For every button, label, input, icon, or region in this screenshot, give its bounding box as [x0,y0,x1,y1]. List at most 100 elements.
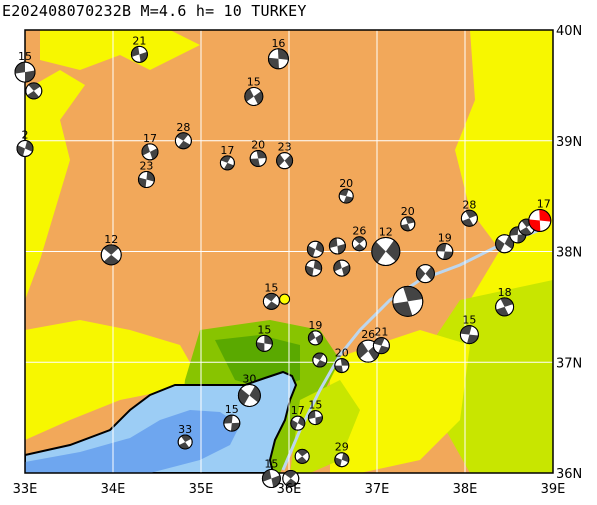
depth-label: 23 [139,160,153,173]
latitude-label: 40N [556,24,582,39]
focal-mechanism-ball [400,216,416,232]
focal-mechanism-ball [25,82,43,100]
focal-mechanism-ball [294,448,310,464]
focal-mechanism-ball [249,149,267,167]
depth-label: 15 [257,323,271,336]
depth-label: 23 [278,141,292,154]
depth-label: 15 [308,399,322,412]
depth-label: 12 [104,233,118,246]
longitude-label: 37E [365,482,390,497]
fault-trace [281,228,541,471]
focal-mechanism-ball [334,358,350,374]
longitude-label: 36E [277,482,302,497]
map-title: E202408070232B M=4.6 h= 10 TURKEY [2,2,307,20]
focal-mechanism-ball [415,264,435,284]
depth-label: 19 [308,319,322,332]
focal-mechanism-ball [351,236,367,252]
focal-mechanism-ball [16,140,34,158]
focal-mechanism-ball [436,243,454,260]
focal-mechanism-ball [276,152,294,170]
focal-mechanism-ball [219,155,235,171]
depth-label: 15 [264,281,278,294]
depth-label: 26 [352,225,366,238]
focal-mechanism-ball [307,330,323,346]
focal-mechanism-ball [371,237,401,266]
depth-label: 19 [438,232,452,245]
focal-mechanism-ball [306,240,324,258]
depth-label: 15 [247,75,261,88]
focal-mechanism-ball [237,383,261,407]
depth-label: 28 [462,198,476,211]
longitude-label: 34E [101,482,126,497]
focal-mechanism-ball [137,171,155,189]
focal-mechanism-ball [100,244,122,266]
focal-mechanism-ball [334,452,350,468]
depth-label: 20 [251,138,265,151]
depth-label: 30 [242,372,256,385]
focal-mechanism-ball [290,415,306,431]
depth-label: 21 [374,326,388,339]
depth-label: 20 [339,177,353,190]
depth-label: 15 [225,403,239,416]
focal-mechanism-ball [174,132,192,150]
focal-mechanism-ball [262,292,280,310]
latitude-label: 38N [556,246,582,261]
latitude-label: 37N [556,356,582,371]
focal-mechanism-ball [312,352,328,368]
depth-label: 20 [335,347,349,360]
depth-label: 20 [401,205,415,218]
latitude-label: 36N [556,467,582,482]
focal-mechanism-ball [307,410,323,426]
depth-label: 29 [335,441,349,454]
longitude-label: 35E [189,482,214,497]
focal-mechanism-ball [328,237,346,255]
epicenter-marker [279,293,291,305]
depth-label: 15 [18,50,32,63]
focal-mechanism-ball [459,325,479,345]
terrain-lime-central [290,380,360,473]
focal-mechanism-ball [460,209,478,227]
main-event-depth-label: 17 [537,197,551,210]
focal-mechanism-ball [267,48,289,70]
depth-label: 16 [271,37,285,50]
focal-mechanism-ball [305,259,323,277]
depth-label: 17 [291,404,305,417]
depth-label: 17 [143,132,157,145]
axis-labels: 33E 34E 35E 36E 37E 38E 39E 40N 39N 38N 37N 36N [13,24,583,497]
terrain-yellow-northwest [40,30,200,70]
depth-label: 26 [361,328,375,341]
focal-mechanism-ball [14,61,36,83]
depth-label: 17 [220,144,234,157]
focal-mechanism-ball [244,86,264,106]
focal-mechanism-ball [255,334,273,352]
depth-label: 12 [379,226,393,239]
focal-mechanism-ball [338,188,354,204]
terrain-yellow-central-south [330,330,470,473]
depth-label: 18 [498,286,512,299]
focal-mechanism-ball [392,285,424,317]
depth-label: 15 [264,458,278,471]
latitude-label: 39N [556,135,582,150]
longitude-label: 38E [453,482,478,497]
focal-mechanism-ball [141,143,159,161]
sea-deep [25,410,240,473]
focal-mechanism-ball [177,434,193,450]
depth-label: 33 [178,423,192,436]
focal-mechanism-ball [333,259,351,277]
focal-mechanism-ball [372,337,390,355]
depth-label: 28 [176,121,190,134]
focal-mechanism-ball [261,469,281,489]
focal-mechanism-ball [223,414,241,432]
main-event-ball [528,208,552,232]
depth-label: 15 [462,314,476,327]
depth-label: 2 [22,129,29,142]
focal-mechanism-ball [130,45,148,63]
focal-mechanism-ball [282,470,300,488]
depth-label: 21 [132,34,146,47]
focal-mechanism-ball [495,297,515,317]
terrain-yellow-west [25,70,85,300]
longitude-label: 33E [13,482,38,497]
longitude-label: 39E [541,482,566,497]
